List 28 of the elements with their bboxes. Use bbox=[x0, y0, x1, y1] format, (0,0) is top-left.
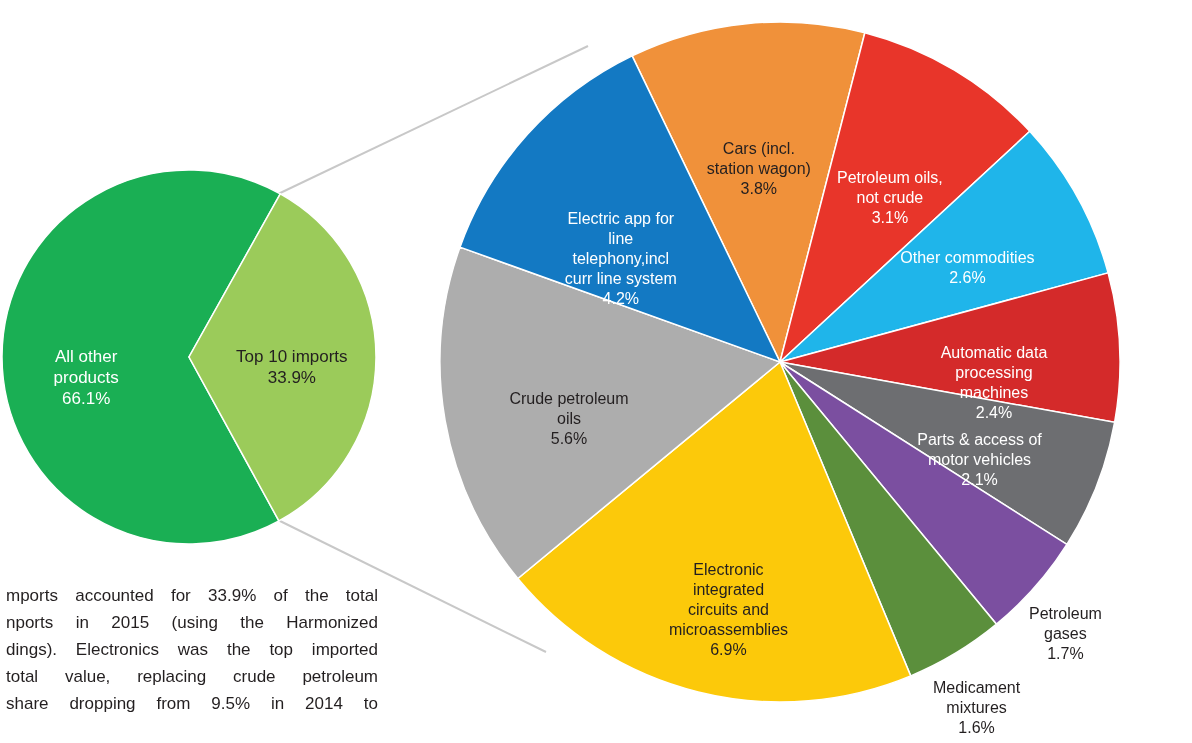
text: mports accounted for 33.9% of the total bbox=[6, 585, 378, 607]
slice-label: Top 10 imports bbox=[236, 347, 348, 367]
slice-label: Petroleum oils, not crude bbox=[836, 169, 943, 207]
text: nports in 2015 (using the Harmonized bbox=[6, 612, 378, 634]
data-label: 2.4% bbox=[975, 403, 1013, 421]
slice-label: Automatic data processing machines bbox=[940, 343, 1048, 401]
data-label: 4.2% bbox=[602, 289, 640, 307]
data-label: 1.6% bbox=[958, 719, 995, 737]
slice-label: Electronic integrated circuits and microassemblies bbox=[668, 560, 789, 638]
data-label: 3.8% bbox=[740, 179, 778, 197]
text: dings). Electronics was the top imported bbox=[6, 639, 378, 661]
slice-label: Electric app for line telephony,incl curr line system bbox=[564, 209, 677, 287]
text: total value, replacing crude petroleum bbox=[6, 666, 378, 688]
slice-label: All other products bbox=[53, 346, 119, 387]
data-label: 5.6% bbox=[550, 429, 588, 447]
data-label: 33.9% bbox=[267, 368, 316, 388]
slice-label: Crude petroleum oils bbox=[509, 389, 629, 427]
slice-label: Petroleum gases bbox=[1028, 605, 1102, 643]
slice-label: Medicament mixtures bbox=[932, 679, 1021, 717]
data-label: 3.1% bbox=[871, 209, 909, 227]
slice-label: Other commodities bbox=[900, 249, 1035, 267]
data-label: 2.1% bbox=[961, 470, 998, 488]
data-label: 2.6% bbox=[949, 269, 986, 287]
data-label: 6.9% bbox=[710, 640, 747, 658]
slice-label: Cars (incl. station wagon) bbox=[706, 139, 811, 177]
text: share dropping from 9.5% in 2014 to bbox=[6, 693, 378, 715]
data-label: 1.7% bbox=[1047, 645, 1084, 663]
data-label: 66.1% bbox=[62, 388, 111, 408]
